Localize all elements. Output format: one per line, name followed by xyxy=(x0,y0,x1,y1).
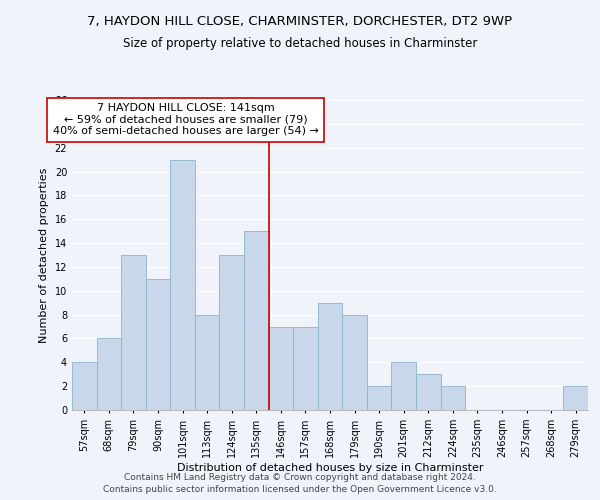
Bar xyxy=(146,279,170,410)
Bar xyxy=(293,326,318,410)
Bar xyxy=(170,160,195,410)
Bar xyxy=(440,386,465,410)
Text: 7 HAYDON HILL CLOSE: 141sqm
← 59% of detached houses are smaller (79)
40% of sem: 7 HAYDON HILL CLOSE: 141sqm ← 59% of det… xyxy=(53,103,319,136)
Bar xyxy=(416,374,440,410)
Bar xyxy=(269,326,293,410)
Text: Size of property relative to detached houses in Charminster: Size of property relative to detached ho… xyxy=(123,38,477,51)
Text: 7, HAYDON HILL CLOSE, CHARMINSTER, DORCHESTER, DT2 9WP: 7, HAYDON HILL CLOSE, CHARMINSTER, DORCH… xyxy=(88,15,512,28)
Bar xyxy=(342,314,367,410)
Bar xyxy=(367,386,391,410)
Bar xyxy=(220,255,244,410)
Bar xyxy=(97,338,121,410)
Bar xyxy=(563,386,588,410)
Bar xyxy=(121,255,146,410)
Bar xyxy=(244,231,269,410)
Text: Contains HM Land Registry data © Crown copyright and database right 2024.: Contains HM Land Registry data © Crown c… xyxy=(124,472,476,482)
Bar xyxy=(318,302,342,410)
Bar xyxy=(72,362,97,410)
Bar xyxy=(195,314,220,410)
Y-axis label: Number of detached properties: Number of detached properties xyxy=(39,168,49,342)
Bar xyxy=(391,362,416,410)
Text: Contains public sector information licensed under the Open Government Licence v3: Contains public sector information licen… xyxy=(103,485,497,494)
X-axis label: Distribution of detached houses by size in Charminster: Distribution of detached houses by size … xyxy=(177,462,483,472)
